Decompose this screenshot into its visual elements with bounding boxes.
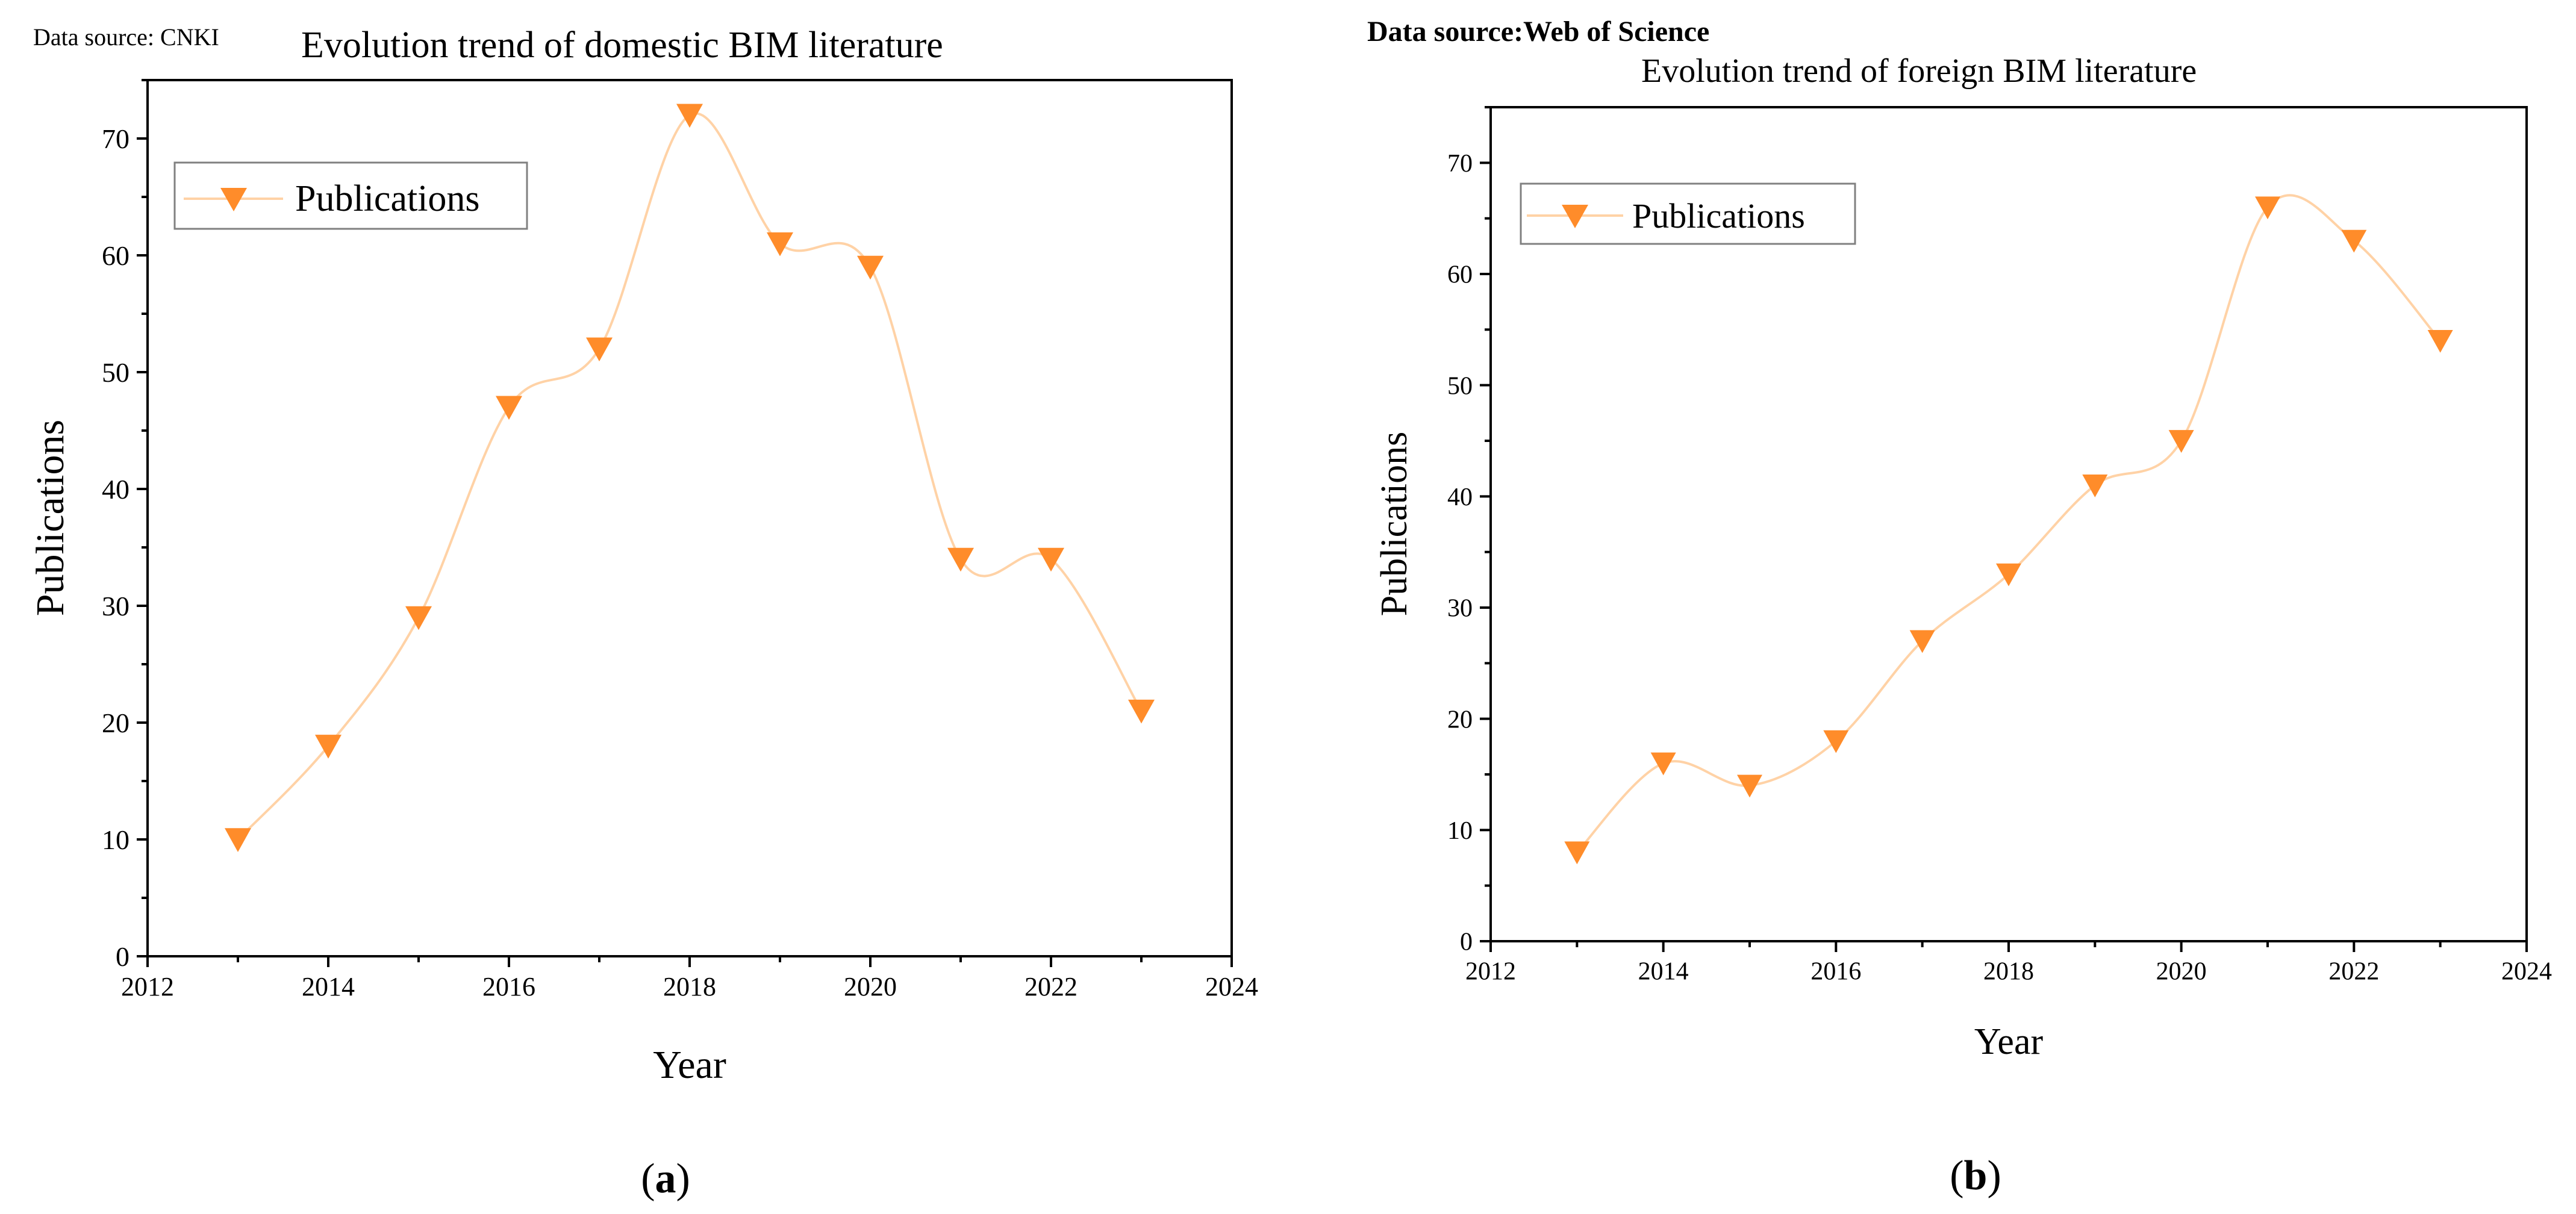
x-tick-label: 2022 xyxy=(1024,972,1077,1001)
y-tick-label: 10 xyxy=(102,824,129,855)
data-point xyxy=(2168,430,2194,453)
data-point xyxy=(767,232,793,257)
data-point xyxy=(1909,630,1935,653)
data-point xyxy=(1564,841,1590,865)
data-point xyxy=(586,337,613,362)
panel-a-source: Data source: CNKI xyxy=(33,23,219,51)
y-tick-label: 50 xyxy=(102,357,129,388)
panel-a-legend-label: Publications xyxy=(295,178,480,219)
y-tick-label: 0 xyxy=(116,941,129,972)
panel-b-source: Data source:Web of Science xyxy=(1367,16,1709,48)
x-tick-label: 2016 xyxy=(1810,958,1861,986)
data-point xyxy=(405,606,432,630)
panel-b-caption: (b) xyxy=(1950,1153,2001,1199)
x-tick-label: 2016 xyxy=(482,972,535,1001)
y-tick-label: 40 xyxy=(1447,484,1473,511)
panel-b-title: Evolution trend of foreign BIM literatur… xyxy=(1641,52,2197,90)
panel-b-caption-letter: b xyxy=(1964,1153,1988,1199)
panel-a: Data source: CNKI Evolution trend of dom… xyxy=(28,23,1258,1202)
data-point xyxy=(857,255,884,280)
data-point xyxy=(2255,196,2280,220)
y-tick-label: 30 xyxy=(102,591,129,621)
data-point xyxy=(947,547,974,572)
y-tick-label: 0 xyxy=(1460,929,1473,956)
y-tick-label: 20 xyxy=(1447,706,1473,733)
panel-b-series-line xyxy=(1576,194,2442,853)
panel-b: Data source:Web of Science Evolution tre… xyxy=(1367,16,2552,1199)
data-point xyxy=(1996,563,2021,587)
panel-a-title: Evolution trend of domestic BIM literatu… xyxy=(301,25,943,66)
x-tick-label: 2024 xyxy=(1205,972,1258,1001)
data-point xyxy=(496,396,522,420)
data-point xyxy=(1737,774,1762,798)
y-tick-label: 20 xyxy=(102,708,129,738)
x-tick-label: 2020 xyxy=(2156,958,2207,986)
panel-b-ylabel: Publications xyxy=(1374,432,1415,617)
data-point xyxy=(225,828,251,852)
data-point xyxy=(1038,547,1064,572)
x-tick-label: 2024 xyxy=(2501,958,2552,986)
y-tick-label: 50 xyxy=(1447,372,1473,400)
x-tick-label: 2014 xyxy=(1638,958,1689,986)
panel-b-xlabel: Year xyxy=(1974,1021,2044,1062)
panel-a-caption-letter: a xyxy=(655,1156,676,1202)
y-tick-label: 30 xyxy=(1447,595,1473,623)
x-tick-label: 2014 xyxy=(302,972,355,1001)
panel-b-x-axis: 2012 2014 2016 2018 2020 2022 2024 xyxy=(1465,941,2552,986)
x-tick-label: 2018 xyxy=(663,972,716,1001)
data-point xyxy=(2082,475,2108,497)
data-point xyxy=(1650,752,1676,776)
x-tick-label: 2018 xyxy=(1983,958,2034,986)
y-tick-label: 70 xyxy=(102,123,129,154)
panel-a-markers xyxy=(225,104,1155,852)
y-tick-label: 60 xyxy=(102,240,129,271)
y-tick-label: 10 xyxy=(1447,817,1473,845)
y-tick-label: 70 xyxy=(1447,150,1473,178)
y-tick-label: 40 xyxy=(102,474,129,505)
data-point xyxy=(1823,730,1849,753)
y-tick-label: 60 xyxy=(1447,261,1473,289)
data-point xyxy=(2341,229,2367,253)
data-point xyxy=(315,735,341,759)
panel-a-ylabel: Publications xyxy=(28,420,72,616)
panel-a-legend-marker-icon xyxy=(220,188,247,211)
data-point xyxy=(676,104,703,128)
data-point xyxy=(1128,699,1155,724)
panel-a-y-axis: 0 10 20 30 40 50 60 70 xyxy=(102,79,148,972)
data-point xyxy=(2427,329,2453,353)
panel-a-x-axis: 2012 2014 2016 2018 2020 2022 2024 xyxy=(121,956,1258,1001)
panel-b-legend-label: Publications xyxy=(1632,196,1805,235)
x-tick-label: 2012 xyxy=(1465,958,1516,986)
panel-b-markers xyxy=(1564,196,2453,865)
x-tick-label: 2022 xyxy=(2328,958,2379,986)
panel-a-xlabel: Year xyxy=(653,1043,726,1087)
panel-b-y-axis: 0 10 20 30 40 50 60 70 xyxy=(1447,106,1491,956)
panel-a-caption: (a) xyxy=(641,1156,690,1202)
x-tick-label: 2012 xyxy=(121,972,174,1001)
x-tick-label: 2020 xyxy=(844,972,897,1001)
panel-b-legend: Publications xyxy=(1520,182,1856,245)
panel-b-legend-marker-icon xyxy=(1562,205,1588,228)
panel-a-legend: Publications xyxy=(173,161,528,230)
